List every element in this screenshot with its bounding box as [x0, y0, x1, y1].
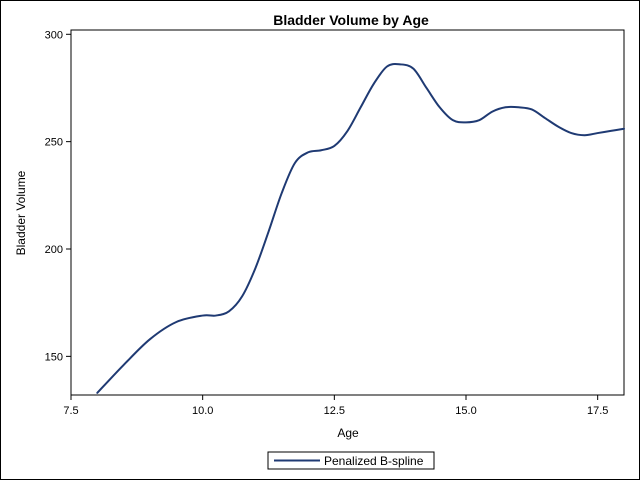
chart-title: Bladder Volume by Age [273, 12, 429, 28]
x-tick-label: 17.5 [587, 405, 608, 417]
series-layer [96, 63, 625, 394]
y-axis: 150 200 250 300 [45, 29, 71, 363]
y-tick-label: 200 [45, 244, 63, 256]
x-tick-label: 7.5 [63, 405, 78, 417]
x-axis-label: Age [337, 426, 359, 440]
y-axis-label: Bladder Volume [14, 170, 28, 255]
x-tick-label: 15.0 [455, 405, 476, 417]
series-line-penalized-b-spline [96, 63, 625, 394]
y-tick-label: 300 [45, 29, 63, 41]
legend-box [267, 451, 435, 470]
y-tick-label: 250 [45, 137, 63, 149]
x-axis: 7.5 10.0 12.5 15.0 17.5 [63, 395, 608, 417]
legend: Penalized B-spline [267, 451, 435, 470]
plot-area [70, 29, 625, 396]
x-tick-label: 12.5 [324, 405, 345, 417]
x-tick-label: 10.0 [192, 405, 213, 417]
legend-label-penalized-b-spline: Penalized B-spline [324, 454, 424, 468]
y-tick-label: 150 [45, 351, 63, 363]
